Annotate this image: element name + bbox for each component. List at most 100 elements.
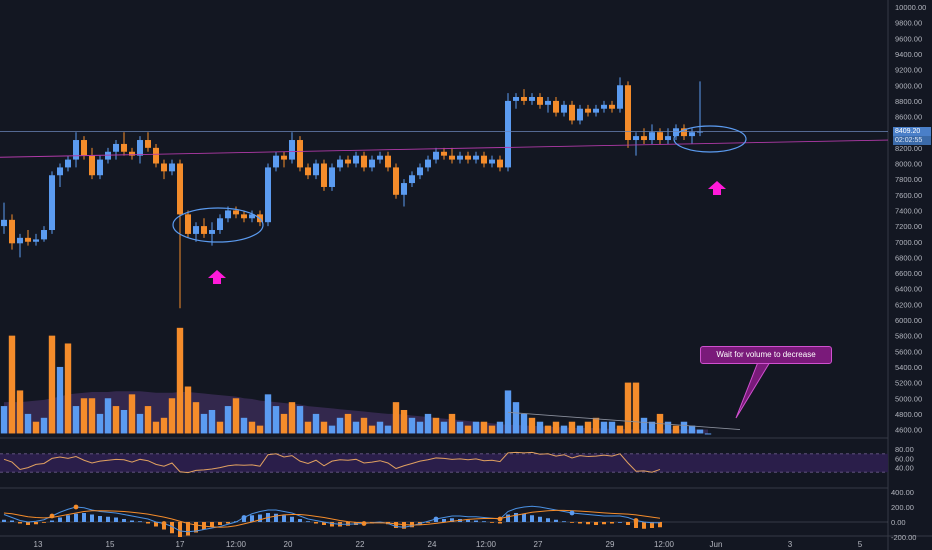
volume-bar: [480, 421, 488, 434]
candle-body: [273, 155, 279, 168]
candlestick-series[interactable]: [1, 77, 703, 309]
time-tick-label: 29: [606, 540, 615, 549]
volume-bar: [224, 406, 232, 434]
volume-bar: [504, 390, 512, 434]
volume-bar: [576, 425, 584, 434]
volume-bar: [440, 421, 448, 434]
volume-bar: [352, 421, 360, 434]
bar-countdown-tag: 02:02:55: [893, 136, 931, 145]
volume-trendline: [507, 411, 741, 430]
volume-bar: [456, 421, 464, 434]
volume-bar: [520, 413, 528, 434]
macd-histogram-bar: [114, 517, 118, 522]
volume-bar: [16, 390, 24, 434]
candle-body: [577, 108, 583, 121]
price-tick-label: 7600.00: [895, 191, 922, 200]
volume-bar: [232, 398, 240, 434]
volume-bar: [664, 421, 672, 434]
macd-cross-marker: [241, 515, 247, 520]
candle-body: [57, 167, 63, 176]
price-tick-label: 9200.00: [895, 66, 922, 75]
candle-body: [169, 163, 175, 172]
volume-bar: [512, 402, 520, 434]
up-arrow-icon: [208, 270, 226, 284]
price-axis[interactable]: 10000.00 9800.00 9600.00 9400.00 9200.00 9000…: [891, 3, 926, 542]
price-tick-label: 8800.00: [895, 97, 922, 106]
volume-bar: [256, 425, 264, 434]
volume-bar: [272, 406, 280, 434]
macd-histogram-bar: [450, 518, 454, 522]
macd-histogram-bar: [442, 519, 446, 522]
candle-body: [241, 214, 247, 219]
candle-body: [457, 155, 463, 160]
macd-histogram-bar: [546, 518, 550, 522]
candle-body: [537, 96, 543, 105]
candle-body: [673, 128, 679, 137]
volume-bar: [432, 417, 440, 434]
volume-bar: [48, 335, 56, 434]
volume-bar: [208, 409, 216, 434]
candle-body: [393, 167, 399, 195]
volume-bar: [136, 413, 144, 434]
macd-histogram-bar: [82, 513, 86, 522]
consolidation-ellipse-right: [673, 125, 747, 153]
time-tick-label: 3: [788, 540, 793, 549]
macd-tick-label: 200.00: [891, 503, 914, 512]
macd-histogram-bar: [130, 520, 134, 522]
macd-histogram-bar: [594, 522, 598, 525]
volume-bar: [616, 425, 624, 434]
time-tick-label: 17: [176, 540, 185, 549]
price-tick-label: 5400.00: [895, 363, 922, 372]
macd-histogram-bar: [466, 519, 470, 522]
volume-bar: [464, 425, 472, 434]
volume-bar: [184, 386, 192, 434]
candle-body: [561, 104, 567, 113]
volume-bar: [72, 406, 80, 434]
macd-cross-marker: [361, 521, 367, 526]
volume-bar: [408, 417, 416, 434]
candle-body: [41, 230, 47, 240]
candle-body: [233, 210, 239, 215]
candle-body: [377, 155, 383, 160]
volume-bar: [648, 421, 656, 434]
volume-bar: [600, 421, 608, 434]
volume-bar: [544, 425, 552, 434]
price-tick-label: 9600.00: [895, 34, 922, 43]
price-tick-label: 8600.00: [895, 113, 922, 122]
callout-pointer: [735, 361, 771, 419]
volume-bar: [40, 417, 48, 434]
price-tick-label: 9000.00: [895, 81, 922, 90]
macd-histogram-bar: [626, 522, 630, 525]
price-tick-label: 4600.00: [895, 426, 922, 435]
rsi-tick-label: 40.00: [895, 464, 914, 473]
volume-bar: [608, 421, 616, 434]
macd-histogram-bar: [250, 515, 254, 522]
price-tick-label: 7200.00: [895, 222, 922, 231]
up-arrow-icon: [708, 181, 726, 195]
macd-histogram-bar: [602, 522, 606, 525]
candle-body: [657, 132, 663, 141]
volume-bar: [472, 421, 480, 434]
price-tick-label: 5200.00: [895, 379, 922, 388]
candle-body: [361, 155, 367, 168]
volume-bar: [216, 421, 224, 434]
time-axis[interactable]: 13 15 17 12:00 20 22 24 12:00 27 29 12:00 Jun 3 5: [34, 540, 863, 549]
candle-body: [209, 230, 215, 234]
volume-bar: [384, 425, 392, 434]
volume-callout[interactable]: Wait for volume to decrease: [700, 346, 832, 364]
time-tick-label: 24: [428, 540, 437, 549]
macd-histogram-bar: [210, 522, 214, 527]
macd-histogram-bar: [154, 522, 158, 527]
volume-bar: [672, 425, 680, 434]
candle-body: [601, 104, 607, 109]
macd-histogram-bar: [330, 522, 334, 527]
macd-histogram-bar: [282, 515, 286, 522]
macd-histogram-bar: [122, 519, 126, 522]
candle-body: [65, 159, 71, 168]
volume-bar: [0, 406, 8, 434]
candle-body: [345, 159, 351, 164]
macd-cross-marker: [433, 516, 439, 522]
volume-bar: [680, 421, 688, 434]
